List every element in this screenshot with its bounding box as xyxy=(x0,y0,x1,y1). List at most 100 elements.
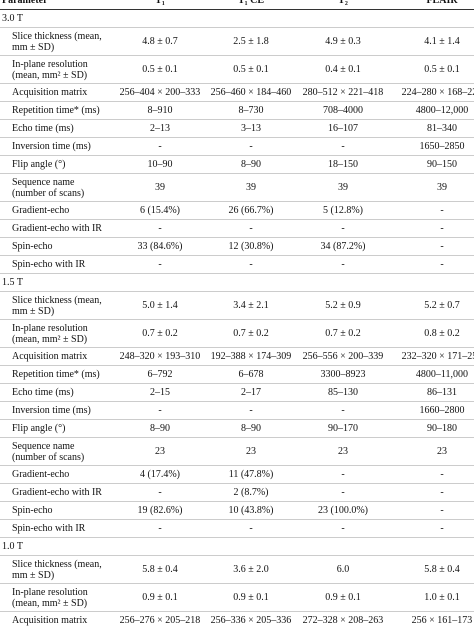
value-cell: - xyxy=(112,219,208,238)
value-cell: 0.5 ± 0.1 xyxy=(208,55,294,84)
table-row: Slice thickness (mean, mm ± SD) 5.0 ± 1.4… xyxy=(0,291,474,320)
parameter-cell: Slice thickness (mean, mm ± SD) xyxy=(0,555,112,584)
value-cell: - xyxy=(208,401,294,420)
value-cell: 90–150 xyxy=(392,155,474,174)
parameter-cell: Acquisition matrix xyxy=(0,83,112,102)
table-row: Echo time (ms) 2–13 3–13 16–107 81–340 xyxy=(0,119,474,138)
value-cell: 5.8 ± 0.4 xyxy=(392,555,474,584)
table-row: In-plane resolution (mean, mm² ± SD) 0.9 … xyxy=(0,583,474,612)
parameter-cell: Repetition time* (ms) xyxy=(0,101,112,120)
value-cell: 12 (30.8%) xyxy=(208,237,294,256)
value-cell: 5.2 ± 0.9 xyxy=(294,291,392,320)
value-cell: 224–280 × 168–224 xyxy=(392,83,474,102)
value-cell: - xyxy=(294,137,392,156)
table-row: Inversion time (ms) - - -1660–2800 xyxy=(0,401,474,420)
value-cell: 4800–12,000 xyxy=(392,101,474,120)
parameter-cell: Spin-echo xyxy=(0,237,112,256)
parameter-cell: Acquisition matrix xyxy=(0,611,112,629)
table-row: Gradient-echo 4 (17.4%) 11 (47.8%) - - xyxy=(0,465,474,484)
parameter-cell: Gradient-echo xyxy=(0,201,112,220)
table-row: Slice thickness (mean, mm ± SD) 5.8 ± 0.4… xyxy=(0,555,474,584)
value-cell: 232–320 × 171–256 xyxy=(392,347,474,366)
table-row: Spin-echo with IR - - - - xyxy=(0,255,474,274)
value-cell: - xyxy=(392,519,474,538)
value-cell: 2–17 xyxy=(208,383,294,402)
parameter-cell: Inversion time (ms) xyxy=(0,401,112,420)
table-row: Spin-echo 33 (84.6%) 12 (30.8%) 34 (87.2%) - xyxy=(0,237,474,256)
value-cell: 1.0 ± 0.1 xyxy=(392,583,474,612)
value-cell: 33 (84.6%) xyxy=(112,237,208,256)
parameter-cell: Spin-echo xyxy=(0,501,112,520)
table-row: Echo time (ms) 2–15 2–17 85–130 86–131 xyxy=(0,383,474,402)
value-cell: 2–15 xyxy=(112,383,208,402)
value-cell: 6–678 xyxy=(208,365,294,384)
header-cell: T₂ xyxy=(294,0,392,10)
value-cell: 3300–8923 xyxy=(294,365,392,384)
value-cell: 248–320 × 193–310 xyxy=(112,347,208,366)
table-row: Acquisition matrix 256–276 × 205–218 256–3… xyxy=(0,611,474,629)
value-cell: - xyxy=(208,219,294,238)
table-row: Sequence name (number of scans) 23 23 23 23 xyxy=(0,437,474,466)
value-cell: - xyxy=(208,519,294,538)
value-cell: 4.8 ± 0.7 xyxy=(112,27,208,56)
parameter-cell: Gradient-echo with IR xyxy=(0,219,112,238)
value-cell: 272–328 × 208–263 xyxy=(294,611,392,629)
table-row: Spin-echo 19 (82.6%) 10 (43.8%) 23 (100.0%)… xyxy=(0,501,474,520)
value-cell: - xyxy=(294,219,392,238)
value-cell: 6 (15.4%) xyxy=(112,201,208,220)
value-cell: - xyxy=(294,483,392,502)
value-cell: 0.7 ± 0.2 xyxy=(112,319,208,348)
value-cell: 280–512 × 221–418 xyxy=(294,83,392,102)
value-cell: - xyxy=(392,219,474,238)
value-cell: 256–460 × 184–460 xyxy=(208,83,294,102)
table-row: Sequence name (number of scans) 39 39 39 39 xyxy=(0,173,474,202)
value-cell: 2 (8.7%) xyxy=(208,483,294,502)
section-row: 1.5 T xyxy=(0,273,474,292)
parameter-cell: Slice thickness (mean, mm ± SD) xyxy=(0,27,112,56)
value-cell: 0.7 ± 0.2 xyxy=(208,319,294,348)
value-cell: 5.8 ± 0.4 xyxy=(112,555,208,584)
value-cell: 0.9 ± 0.1 xyxy=(208,583,294,612)
parameter-cell: Flip angle (°) xyxy=(0,419,112,438)
value-cell: 4 (17.4%) xyxy=(112,465,208,484)
value-cell: 8–90 xyxy=(208,419,294,438)
table-row: Gradient-echo 6 (15.4%) 26 (66.7%) 5 (12.8%… xyxy=(0,201,474,220)
value-cell: - xyxy=(392,465,474,484)
parameter-cell: Repetition time* (ms) xyxy=(0,365,112,384)
value-cell: 0.9 ± 0.1 xyxy=(112,583,208,612)
value-cell: - xyxy=(392,255,474,274)
value-cell: 0.7 ± 0.2 xyxy=(294,319,392,348)
value-cell: 256 × 161–173 xyxy=(392,611,474,629)
header-cell: FLAIR xyxy=(392,0,474,10)
value-cell: 708–4000 xyxy=(294,101,392,120)
table-row: Slice thickness (mean, mm ± SD) 4.8 ± 0.7… xyxy=(0,27,474,56)
value-cell: - xyxy=(112,401,208,420)
value-cell: - xyxy=(208,137,294,156)
parameter-cell: Spin-echo with IR xyxy=(0,255,112,274)
value-cell: 10–90 xyxy=(112,155,208,174)
value-cell: 0.4 ± 0.1 xyxy=(294,55,392,84)
value-cell: 5 (12.8%) xyxy=(294,201,392,220)
value-cell: 0.5 ± 0.1 xyxy=(112,55,208,84)
value-cell: 26 (66.7%) xyxy=(208,201,294,220)
parameter-cell: In-plane resolution (mean, mm² ± SD) xyxy=(0,55,112,84)
table-row: Acquisition matrix 248–320 × 193–310 192–3… xyxy=(0,347,474,366)
table-row: Repetition time* (ms) 6–792 6–678 3300–8923… xyxy=(0,365,474,384)
section-title: 3.0 T xyxy=(0,9,474,28)
value-cell: 39 xyxy=(294,173,392,202)
value-cell: 5.0 ± 1.4 xyxy=(112,291,208,320)
section-row: 1.0 T xyxy=(0,537,474,556)
value-cell: 23 xyxy=(392,437,474,466)
value-cell: 3.6 ± 2.0 xyxy=(208,555,294,584)
table-row: In-plane resolution (mean, mm² ± SD) 0.5 … xyxy=(0,55,474,84)
table-row: Flip angle (°) 10–90 8–90 18–150 90–150 xyxy=(0,155,474,174)
parameter-cell: Gradient-echo xyxy=(0,465,112,484)
section-row: 3.0 T xyxy=(0,9,474,28)
table-row: Gradient-echo with IR -2 (8.7%) - - xyxy=(0,483,474,502)
value-cell: 8–730 xyxy=(208,101,294,120)
value-cell: 6.0 xyxy=(294,555,392,584)
value-cell: - xyxy=(392,483,474,502)
value-cell: 8–910 xyxy=(112,101,208,120)
value-cell: 23 xyxy=(112,437,208,466)
